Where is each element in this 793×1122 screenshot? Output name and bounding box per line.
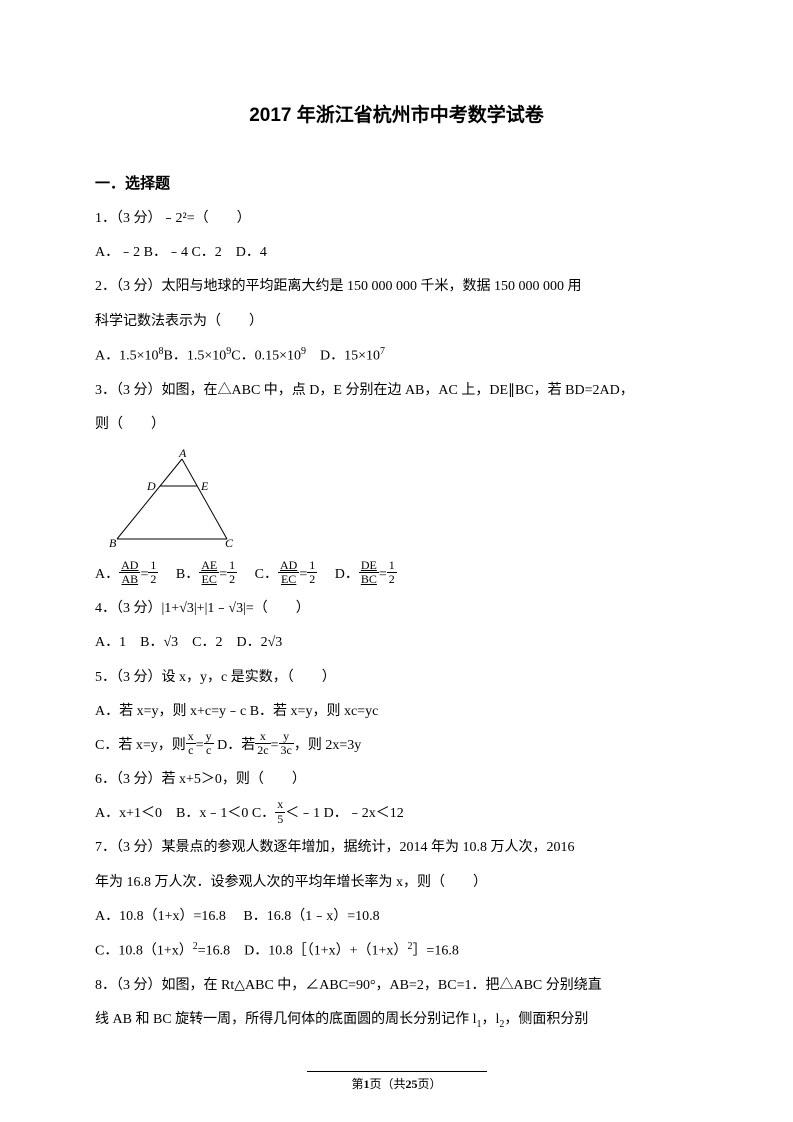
question-8-line1: 8．（3 分）如图，在 Rt△ABC 中，∠ABC=90°，AB=2，BC=1．… xyxy=(95,970,698,1002)
question-3-line1: 3．（3 分）如图，在△ABC 中，点 D，E 分别在边 AB，AC 上，DE∥… xyxy=(95,375,698,407)
question-4-options: A．1 B．√3 C．2 D．2√3 xyxy=(95,627,698,659)
svg-text:B: B xyxy=(109,536,117,549)
question-8-line2: 线 AB 和 BC 旋转一周，所得几何体的底面圆的周长分别记作 l1，l2，侧面… xyxy=(95,1004,698,1036)
question-7-options-cd: C．10.8（1+x）2=16.8 D．10.8［（1+x）+（1+x）2］=1… xyxy=(95,935,698,968)
question-3-options: A．ADAB=12 B．AEEC=12 C．ADEC=12 D．DEBC=12 xyxy=(95,559,698,591)
question-5: 5．（3 分）设 x，y，c 是实数，（ ） xyxy=(95,662,698,694)
question-5-options-ab: A．若 x=y，则 x+c=y﹣c B．若 x=y，则 xc=yc xyxy=(95,696,698,728)
question-7-line1: 7．（3 分）某景点的参观人数逐年增加，据统计，2014 年为 10.8 万人次… xyxy=(95,832,698,864)
page-footer: 第1页（共25页） xyxy=(307,1071,487,1092)
svg-text:D: D xyxy=(146,479,156,493)
question-5-options-cd: C．若 x=y，则xc=yc D．若x2c=y3c，则 2x=3y xyxy=(95,730,698,762)
question-6-options: A．x+1＜0 B．x﹣1＜0 C．x5＜﹣1 D．﹣2x＜12 xyxy=(95,798,698,830)
page-title: 2017 年浙江省杭州市中考数学试卷 xyxy=(95,100,698,127)
svg-text:A: A xyxy=(178,449,187,460)
triangle-diagram: A B C D E xyxy=(107,449,698,554)
section-header: 一．选择题 xyxy=(95,172,698,193)
question-6: 6．（3 分）若 x+5＞0，则（ ） xyxy=(95,764,698,796)
question-3-line2: 则（ ） xyxy=(95,409,698,441)
question-2-options: A．1.5×108B．1.5×109C．0.15×109 D．15×107 xyxy=(95,340,698,373)
question-4: 4．（3 分）|1+√3|+|1﹣√3|=（ ） xyxy=(95,593,698,625)
question-2-line1: 2．（3 分）太阳与地球的平均距离大约是 150 000 000 千米，数据 1… xyxy=(95,271,698,303)
question-7-options-ab: A．10.8（1+x）=16.8 B．16.8（1﹣x）=10.8 xyxy=(95,901,698,933)
svg-text:E: E xyxy=(200,479,209,493)
svg-text:C: C xyxy=(225,536,234,549)
question-2-line2: 科学记数法表示为（ ） xyxy=(95,306,698,338)
question-7-line2: 年为 16.8 万人次．设参观人次的平均年增长率为 x，则（ ） xyxy=(95,867,698,899)
question-1: 1．（3 分）﹣2²=（ ） xyxy=(95,203,698,235)
question-1-options: A．﹣2 B．﹣4 C．2 D．4 xyxy=(95,237,698,269)
